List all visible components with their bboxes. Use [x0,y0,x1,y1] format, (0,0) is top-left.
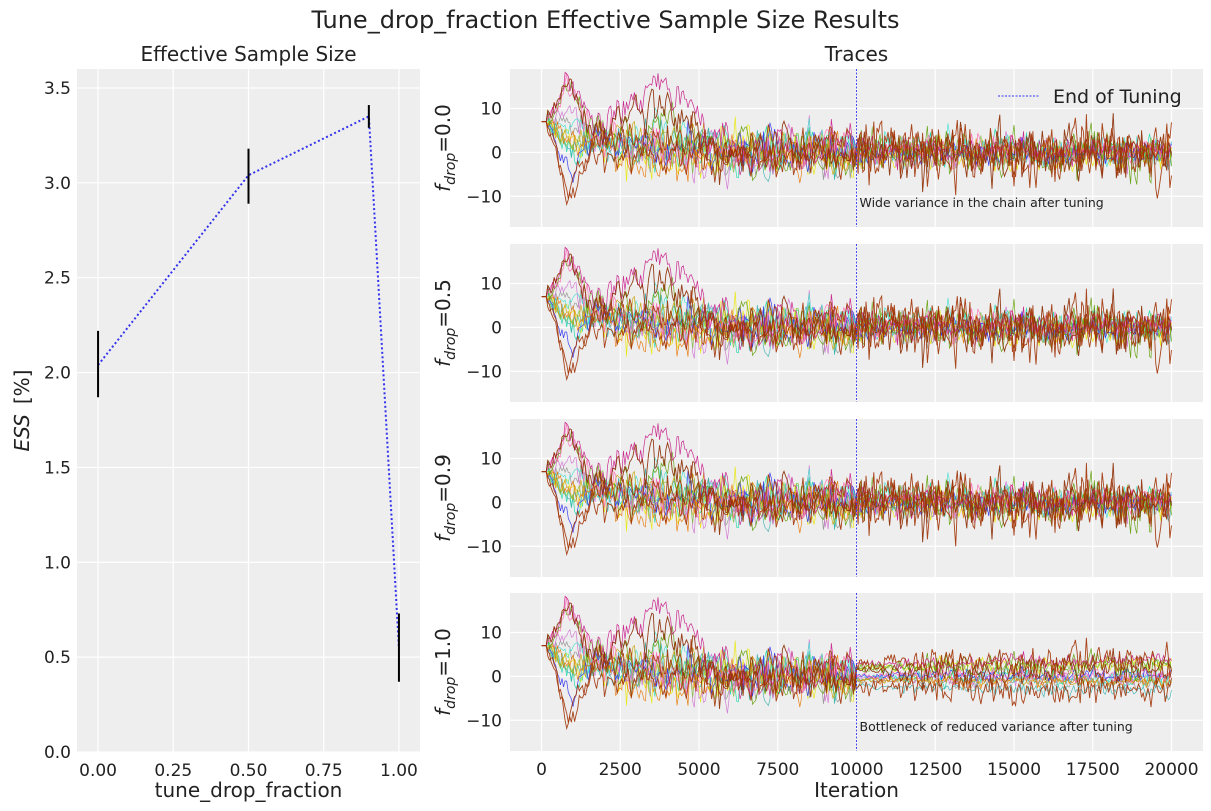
trace-panel-label-base: f [431,182,455,192]
trace-panel-label: fdrop=0.0 [431,104,459,192]
traces-x-axis-label: Iteration [814,778,899,802]
ess-x-tick-label: 0.50 [230,761,268,781]
traces-chart-title: Traces [824,42,888,66]
trace-y-tick-label: 0 [491,493,502,513]
ess-y-tick-label: 1.0 [44,553,71,573]
trace-y-tick-label: 0 [491,318,502,338]
trace-x-tick-label: 17500 [1066,760,1120,780]
trace-y-tick-label: 0 [491,143,502,163]
ess-y-tick-label: 0.5 [44,648,71,668]
trace-x-tick-label: 5000 [677,760,720,780]
trace-x-tick-label: 20000 [1144,760,1198,780]
trace-y-tick-label: −10 [466,362,502,382]
trace-panel-label-sub: drop [443,677,459,709]
trace-panel-label-sub: drop [443,328,459,360]
trace-panel-label-value: =1.0 [431,628,455,677]
trace-y-tick-label: −10 [466,711,502,731]
ess-x-tick-label: 1.00 [380,761,418,781]
trace-x-tick-label: 10000 [829,760,883,780]
ess-y-axis-label-main: ESS [10,414,34,452]
trace-panel-label: fdrop=0.5 [431,279,459,367]
ess-y-tick-label: 1.5 [44,458,71,478]
trace-chain-line [541,78,1172,193]
trace-panel-label: fdrop=1.0 [431,628,459,716]
ess-x-tick-label: 0.00 [79,761,117,781]
trace-chains [541,421,1172,557]
trace-panel-3: 0 2500 5000 7500 10000 12500 15000 17500 20000 −1… [431,593,1203,780]
ess-chart-title: Effective Sample Size [140,42,356,66]
trace-panel-label-base: f [431,532,455,542]
ess-y-tick-label: 2.0 [44,364,71,384]
trace-y-tick-label: 10 [480,100,502,120]
trace-x-tick-label: 12500 [908,760,962,780]
trace-legend: End of Tuning [998,86,1182,108]
trace-panel-label: fdrop=0.9 [431,454,459,542]
trace-chain-line [541,462,1172,549]
trace-x-tick-label: 15000 [987,760,1041,780]
trace-y-tick-label: 10 [480,624,502,644]
trace-panel-label-base: f [431,706,455,716]
trace-y-tick-label: −10 [466,187,502,207]
trace-panel-label-value: =0.0 [431,104,455,153]
trace-panel-label-sub: drop [443,153,459,185]
ess-x-tick-label: 0.75 [305,761,343,781]
trace-chain-line [541,290,1172,382]
trace-panel-1: −10 0 10 fdrop=0.5 [431,244,1203,402]
trace-annotation: Wide variance in the chain after tuning [860,195,1104,210]
trace-chain-line [541,253,1172,368]
trace-x-tick-label: 7500 [756,760,799,780]
trace-chain-line [541,465,1172,557]
trace-y-tick-label: −10 [466,537,502,557]
trace-panel-label-sub: drop [443,503,459,535]
trace-chain-line [541,428,1172,543]
trace-panel-0: −10 0 10 fdrop=0.0 Wide variance in the chai… [431,69,1203,227]
ess-y-axis-label-unit: [%] [10,370,34,405]
legend-label: End of Tuning [1053,86,1182,108]
ess-x-tick-label: 0.25 [154,761,192,781]
ess-x-axis-label: tune_drop_fraction [155,778,343,802]
trace-x-tick-label: 0 [536,760,547,780]
ess-y-tick-label: 3.5 [44,79,71,99]
trace-y-tick-label: 10 [480,450,502,470]
figure-title: Tune_drop_fraction Effective Sample Size… [311,6,900,34]
trace-y-tick-label: 10 [480,275,502,295]
ess-y-tick-label: 0.0 [44,743,71,763]
trace-y-tick-label: 0 [491,667,502,687]
trace-annotation: Bottleneck of reduced variance after tun… [860,719,1133,734]
trace-chain-line [541,114,1172,199]
trace-panel-label-base: f [431,357,455,367]
trace-panel-label-value: =0.5 [431,279,455,328]
trace-panel-label-value: =0.9 [431,454,455,503]
ess-chart: 0.00 0.25 0.50 0.75 1.00 0.0 0.5 1.0 1.5 2.0 2.5 3.… [10,42,420,802]
ess-y-axis-label: ESS [%] [10,370,34,452]
trace-x-tick-label: 2500 [599,760,642,780]
trace-chain-line [541,115,1172,207]
trace-panel-2: −10 0 10 fdrop=0.9 [431,419,1203,577]
ess-y-tick-label: 2.5 [44,269,71,289]
ess-y-tick-label: 3.0 [44,174,71,194]
